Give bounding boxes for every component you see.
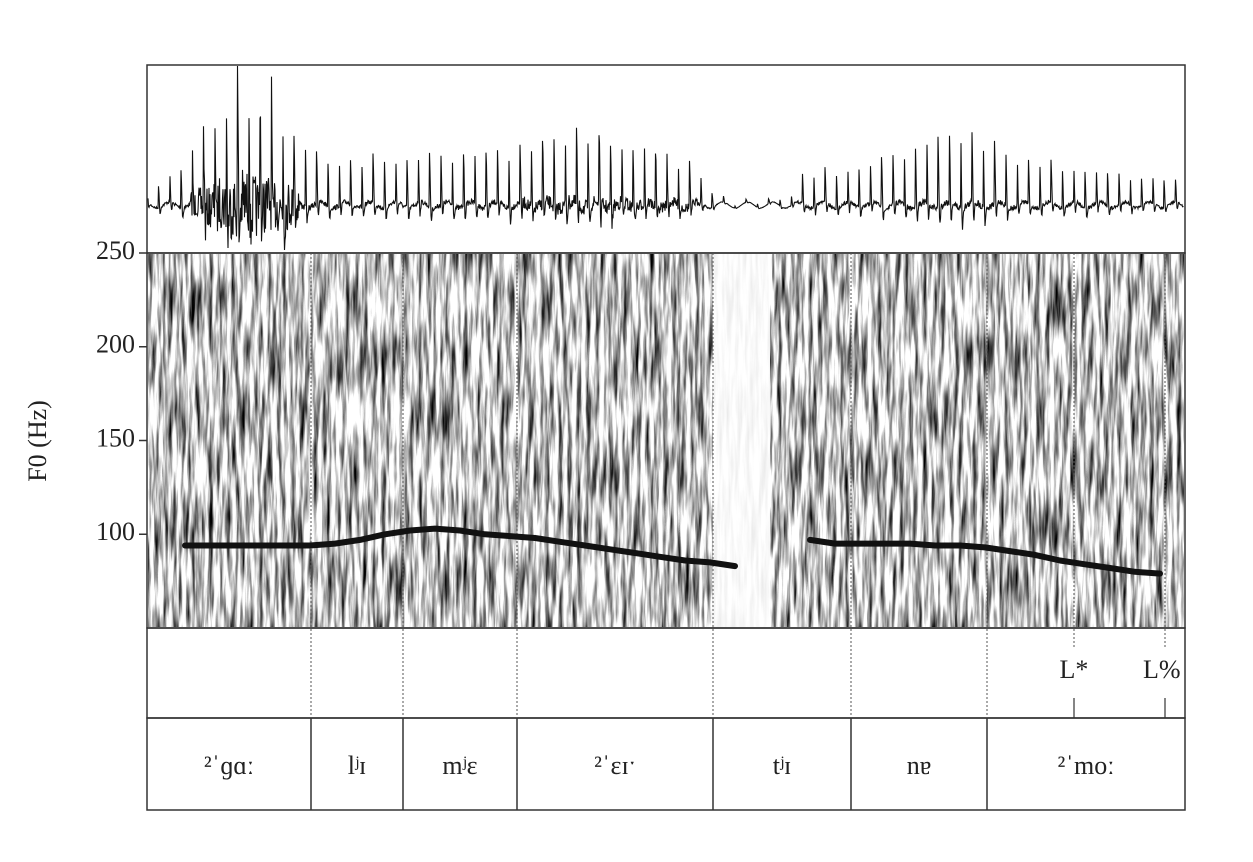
y-tick-label: 200 (96, 330, 135, 359)
segment-label: nɐ (907, 751, 932, 780)
segment-label: ²ˈɡɑː (204, 751, 254, 780)
segment-label: ²ˈmoː (1058, 751, 1115, 780)
segment-label: tʲɪ (773, 751, 791, 780)
tone-label: L* (1060, 655, 1089, 684)
segment-tier (146, 717, 1186, 811)
tone-tier (146, 627, 1186, 719)
segment-label: ²ˈɛɪˑ (594, 751, 636, 780)
spectrogram (148, 254, 1184, 627)
spectrogram-texture (148, 254, 1184, 627)
segment-label: lʲɪ (348, 751, 366, 780)
waveform-panel (146, 64, 1186, 254)
segment-label: mʲɛ (442, 751, 477, 780)
f0-contour (182, 525, 1163, 577)
tone-label: L% (1143, 655, 1181, 684)
y-tick-label: 150 (96, 423, 135, 452)
y-axis-label: F0 (Hz) (23, 400, 52, 482)
waveform (147, 65, 1184, 251)
y-tick-label: 100 (96, 517, 135, 546)
y-tick-label: 250 (96, 236, 135, 265)
silence (713, 254, 770, 627)
waveform-frame (146, 64, 1186, 254)
